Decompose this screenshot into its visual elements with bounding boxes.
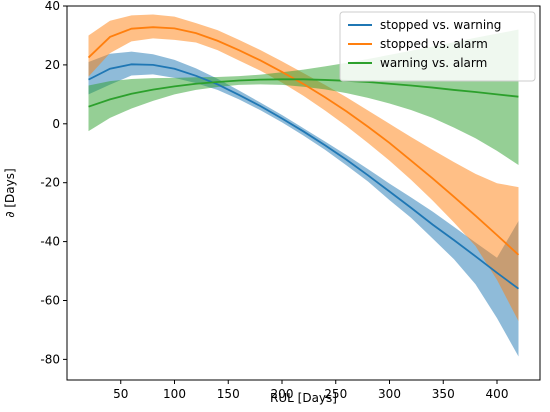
y-tick-label-20: 20 bbox=[45, 58, 60, 72]
y-tick-label--80: -80 bbox=[40, 352, 60, 366]
legend-box bbox=[339, 11, 536, 82]
x-axis-label: RUL [Days] bbox=[270, 391, 337, 405]
y-tick-label-40: 40 bbox=[45, 0, 60, 13]
y-tick-label--20: -20 bbox=[40, 176, 60, 190]
x-tick-label-400: 400 bbox=[486, 387, 509, 401]
legend: stopped vs. warning stopped vs. alarm warn… bbox=[339, 11, 536, 82]
x-tick-label-250: 250 bbox=[324, 387, 347, 401]
x-tick-label-300: 300 bbox=[378, 387, 401, 401]
x-tick-label-100: 100 bbox=[163, 387, 186, 401]
y-axis-label: ∂ [Days] bbox=[3, 168, 17, 217]
x-tick-label-350: 350 bbox=[432, 387, 455, 401]
line-stopped-vs-alarm bbox=[87, 26, 520, 256]
y-axis-ticks: -80 -60 -40 -20 0 20 40 bbox=[40, 0, 67, 366]
y-tick-label--60: -60 bbox=[40, 293, 60, 307]
legend-label-stopped-vs-warning: stopped vs. warning bbox=[380, 18, 501, 32]
y-tick-label--40: -40 bbox=[40, 235, 60, 249]
x-tick-label-50: 50 bbox=[113, 387, 128, 401]
plot-frame bbox=[66, 5, 541, 381]
legend-label-stopped-vs-alarm: stopped vs. alarm bbox=[380, 37, 488, 51]
y-tick-label-0: 0 bbox=[52, 117, 60, 131]
series-lines bbox=[87, 26, 520, 290]
line-stopped-vs-warning bbox=[88, 63, 520, 290]
x-axis-ticks: 50 100 150 200 250 300 350 400 bbox=[113, 380, 508, 401]
legend-label-warning-vs-alarm: warning vs. alarm bbox=[380, 56, 487, 70]
x-tick-label-150: 150 bbox=[217, 387, 240, 401]
line-warning-vs-alarm bbox=[88, 78, 519, 108]
x-tick-label-200: 200 bbox=[271, 387, 294, 401]
